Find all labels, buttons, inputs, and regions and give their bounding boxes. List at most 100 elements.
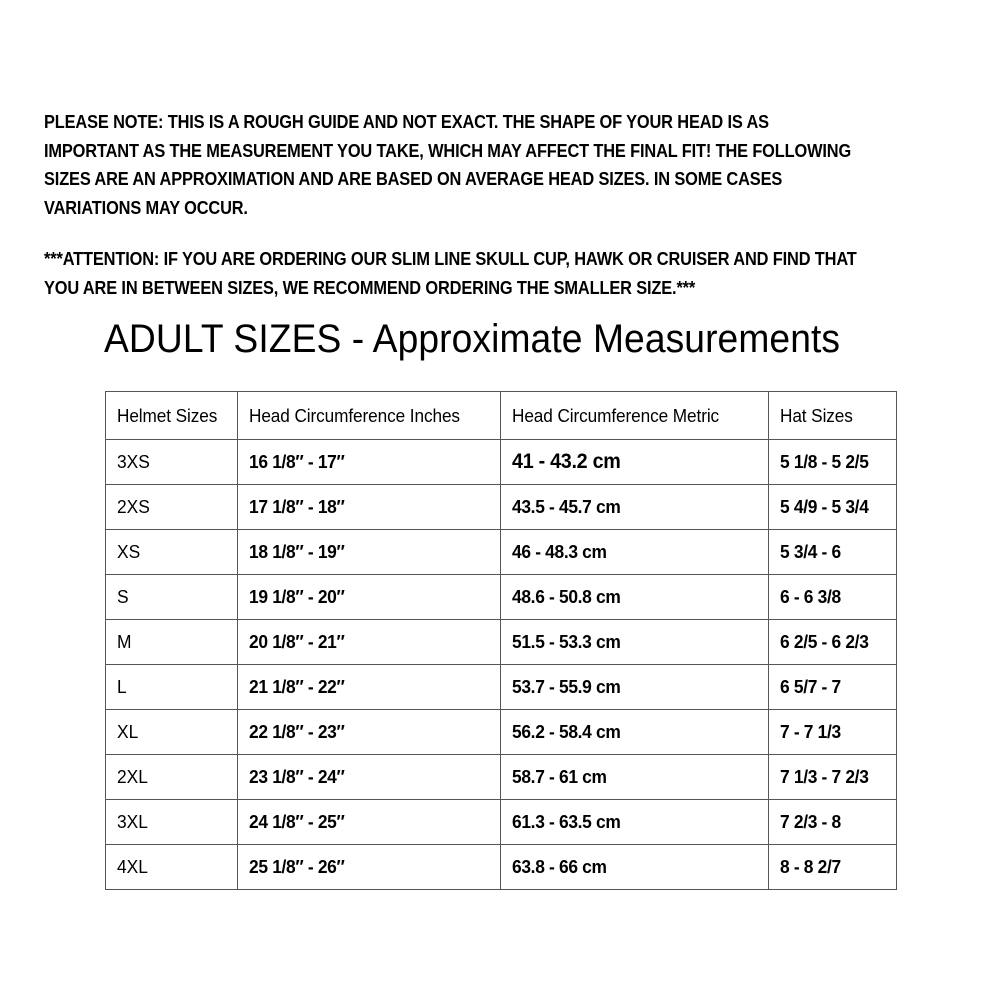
cell-head-circumference-metric-value: 56.2 - 58.4 cm [512, 721, 621, 742]
note-paragraph-disclaimer: PLEASE NOTE: THIS IS A ROUGH GUIDE AND N… [44, 111, 852, 218]
cell-head-circumference-metric: 63.8 - 66 cm [500, 844, 769, 890]
cell-hat-size-value: 6 - 6 3/8 [780, 586, 841, 607]
cell-head-circumference-inches: 25 1/8″ - 26″ [237, 844, 501, 890]
note-paragraph-attention: ***ATTENTION: IF YOU ARE ORDERING OUR SL… [44, 248, 857, 298]
adult-size-table: Helmet Sizes Head Circumference Inches H… [105, 391, 897, 890]
cell-head-circumference-inches-value: 22 1/8″ - 23″ [249, 721, 345, 742]
cell-head-circumference-metric: 56.2 - 58.4 cm [500, 709, 769, 755]
cell-head-circumference-metric-value: 58.7 - 61 cm [512, 766, 607, 787]
cell-head-circumference-metric-value: 48.6 - 50.8 cm [512, 586, 621, 607]
cell-head-circumference-inches-value: 21 1/8″ - 22″ [249, 676, 345, 697]
table-row: M 20 1/8″ - 21″ 51.5 - 53.3 cm 6 2/5 - 6 2/… [105, 619, 897, 665]
cell-head-circumference-inches: 20 1/8″ - 21″ [237, 619, 501, 665]
cell-helmet-size: 4XL [105, 844, 238, 890]
cell-head-circumference-inches: 18 1/8″ - 19″ [237, 529, 501, 575]
cell-hat-size: 6 2/5 - 6 2/3 [768, 619, 897, 665]
cell-hat-size: 8 - 8 2/7 [768, 844, 897, 890]
cell-head-circumference-metric-value: 63.8 - 66 cm [512, 856, 607, 877]
cell-head-circumference-inches: 19 1/8″ - 20″ [237, 574, 501, 620]
column-header-head-circumference-metric-label: Head Circumference Metric [512, 404, 720, 426]
table-row: 3XL 24 1/8″ - 25″ 61.3 - 63.5 cm 7 2/3 - 8 [105, 799, 897, 845]
table-row: 2XL 23 1/8″ - 24″ 58.7 - 61 cm 7 1/3 - 7 2/… [105, 754, 897, 800]
cell-helmet-size-value: S [117, 586, 129, 607]
cell-helmet-size: 3XS [105, 439, 238, 485]
cell-helmet-size-value: 3XL [117, 811, 148, 832]
cell-helmet-size-value: L [117, 676, 127, 697]
column-header-helmet-sizes-label: Helmet Sizes [117, 404, 218, 426]
cell-head-circumference-metric: 61.3 - 63.5 cm [500, 799, 769, 845]
cell-helmet-size: 2XS [105, 484, 238, 530]
column-header-hat-sizes-label: Hat Sizes [780, 404, 853, 426]
cell-hat-size: 7 2/3 - 8 [768, 799, 897, 845]
cell-head-circumference-inches-value: 16 1/8″ - 17″ [249, 451, 345, 472]
cell-hat-size-value: 7 1/3 - 7 2/3 [780, 766, 869, 787]
cell-head-circumference-metric: 41 - 43.2 cm [500, 439, 769, 485]
cell-head-circumference-metric-value: 51.5 - 53.3 cm [512, 631, 621, 652]
cell-hat-size-value: 6 5/7 - 7 [780, 676, 841, 697]
table-row: XS 18 1/8″ - 19″ 46 - 48.3 cm 5 3/4 - 6 [105, 529, 897, 575]
cell-head-circumference-inches-value: 17 1/8″ - 18″ [249, 496, 345, 517]
table-row: 2XS 17 1/8″ - 18″ 43.5 - 45.7 cm 5 4/9 - 5 … [105, 484, 897, 530]
cell-hat-size: 7 - 7 1/3 [768, 709, 897, 755]
cell-head-circumference-inches-value: 18 1/8″ - 19″ [249, 541, 345, 562]
cell-head-circumference-inches-value: 24 1/8″ - 25″ [249, 811, 345, 832]
cell-helmet-size-value: M [117, 631, 132, 652]
table-row: XL 22 1/8″ - 23″ 56.2 - 58.4 cm 7 - 7 1/3 [105, 709, 897, 755]
column-header-head-circumference-inches: Head Circumference Inches [237, 391, 501, 440]
cell-head-circumference-inches: 22 1/8″ - 23″ [237, 709, 501, 755]
page-title: ADULT SIZES - Approximate Measurements [104, 317, 840, 362]
cell-helmet-size-value: 2XL [117, 766, 148, 787]
cell-head-circumference-metric: 48.6 - 50.8 cm [500, 574, 769, 620]
cell-head-circumference-inches: 24 1/8″ - 25″ [237, 799, 501, 845]
column-header-helmet-sizes: Helmet Sizes [105, 391, 238, 440]
column-header-head-circumference-metric: Head Circumference Metric [500, 391, 769, 440]
cell-helmet-size-value: XL [117, 721, 139, 742]
cell-helmet-size: S [105, 574, 238, 620]
cell-head-circumference-metric: 53.7 - 55.9 cm [500, 664, 769, 710]
cell-head-circumference-inches-value: 20 1/8″ - 21″ [249, 631, 345, 652]
cell-helmet-size-value: XS [117, 541, 141, 562]
cell-head-circumference-inches-value: 25 1/8″ - 26″ [249, 856, 345, 877]
intro-notes: PLEASE NOTE: THIS IS A ROUGH GUIDE AND N… [44, 108, 956, 302]
cell-hat-size-value: 5 4/9 - 5 3/4 [780, 496, 869, 517]
cell-hat-size: 6 5/7 - 7 [768, 664, 897, 710]
cell-hat-size-value: 7 2/3 - 8 [780, 811, 841, 832]
cell-head-circumference-inches: 17 1/8″ - 18″ [237, 484, 501, 530]
cell-helmet-size-value: 4XL [117, 856, 148, 877]
table-header-row: Helmet Sizes Head Circumference Inches H… [105, 391, 897, 440]
size-table-container: Helmet Sizes Head Circumference Inches H… [105, 391, 897, 890]
cell-hat-size: 6 - 6 3/8 [768, 574, 897, 620]
cell-head-circumference-inches-value: 23 1/8″ - 24″ [249, 766, 345, 787]
cell-helmet-size: 3XL [105, 799, 238, 845]
cell-helmet-size: XL [105, 709, 238, 755]
cell-helmet-size: M [105, 619, 238, 665]
cell-head-circumference-metric-value: 41 - 43.2 cm [512, 450, 621, 473]
cell-head-circumference-metric-value: 43.5 - 45.7 cm [512, 496, 621, 517]
cell-hat-size: 5 1/8 - 5 2/5 [768, 439, 897, 485]
cell-head-circumference-metric: 46 - 48.3 cm [500, 529, 769, 575]
cell-head-circumference-inches: 16 1/8″ - 17″ [237, 439, 501, 485]
cell-head-circumference-metric-value: 61.3 - 63.5 cm [512, 811, 621, 832]
page-title-caps: ADULT SIZES - [104, 317, 373, 361]
cell-head-circumference-inches: 23 1/8″ - 24″ [237, 754, 501, 800]
cell-head-circumference-metric-value: 46 - 48.3 cm [512, 541, 607, 562]
cell-hat-size-value: 7 - 7 1/3 [780, 721, 841, 742]
table-row: 3XS 16 1/8″ - 17″ 41 - 43.2 cm 5 1/8 - 5 2/… [105, 439, 897, 485]
cell-hat-size-value: 5 3/4 - 6 [780, 541, 841, 562]
cell-head-circumference-metric-value: 53.7 - 55.9 cm [512, 676, 621, 697]
cell-head-circumference-metric: 43.5 - 45.7 cm [500, 484, 769, 530]
table-header: Helmet Sizes Head Circumference Inches H… [105, 391, 897, 440]
cell-helmet-size: 2XL [105, 754, 238, 800]
cell-hat-size-value: 6 2/5 - 6 2/3 [780, 631, 869, 652]
cell-head-circumference-inches-value: 19 1/8″ - 20″ [249, 586, 345, 607]
cell-hat-size-value: 8 - 8 2/7 [780, 856, 841, 877]
cell-head-circumference-metric: 58.7 - 61 cm [500, 754, 769, 800]
table-row: S 19 1/8″ - 20″ 48.6 - 50.8 cm 6 - 6 3/8 [105, 574, 897, 620]
cell-hat-size: 5 3/4 - 6 [768, 529, 897, 575]
cell-helmet-size-value: 2XS [117, 496, 150, 517]
cell-helmet-size-value: 3XS [117, 451, 150, 472]
cell-helmet-size: L [105, 664, 238, 710]
cell-hat-size: 5 4/9 - 5 3/4 [768, 484, 897, 530]
page-title-rest: Approximate Measurements [372, 317, 841, 361]
